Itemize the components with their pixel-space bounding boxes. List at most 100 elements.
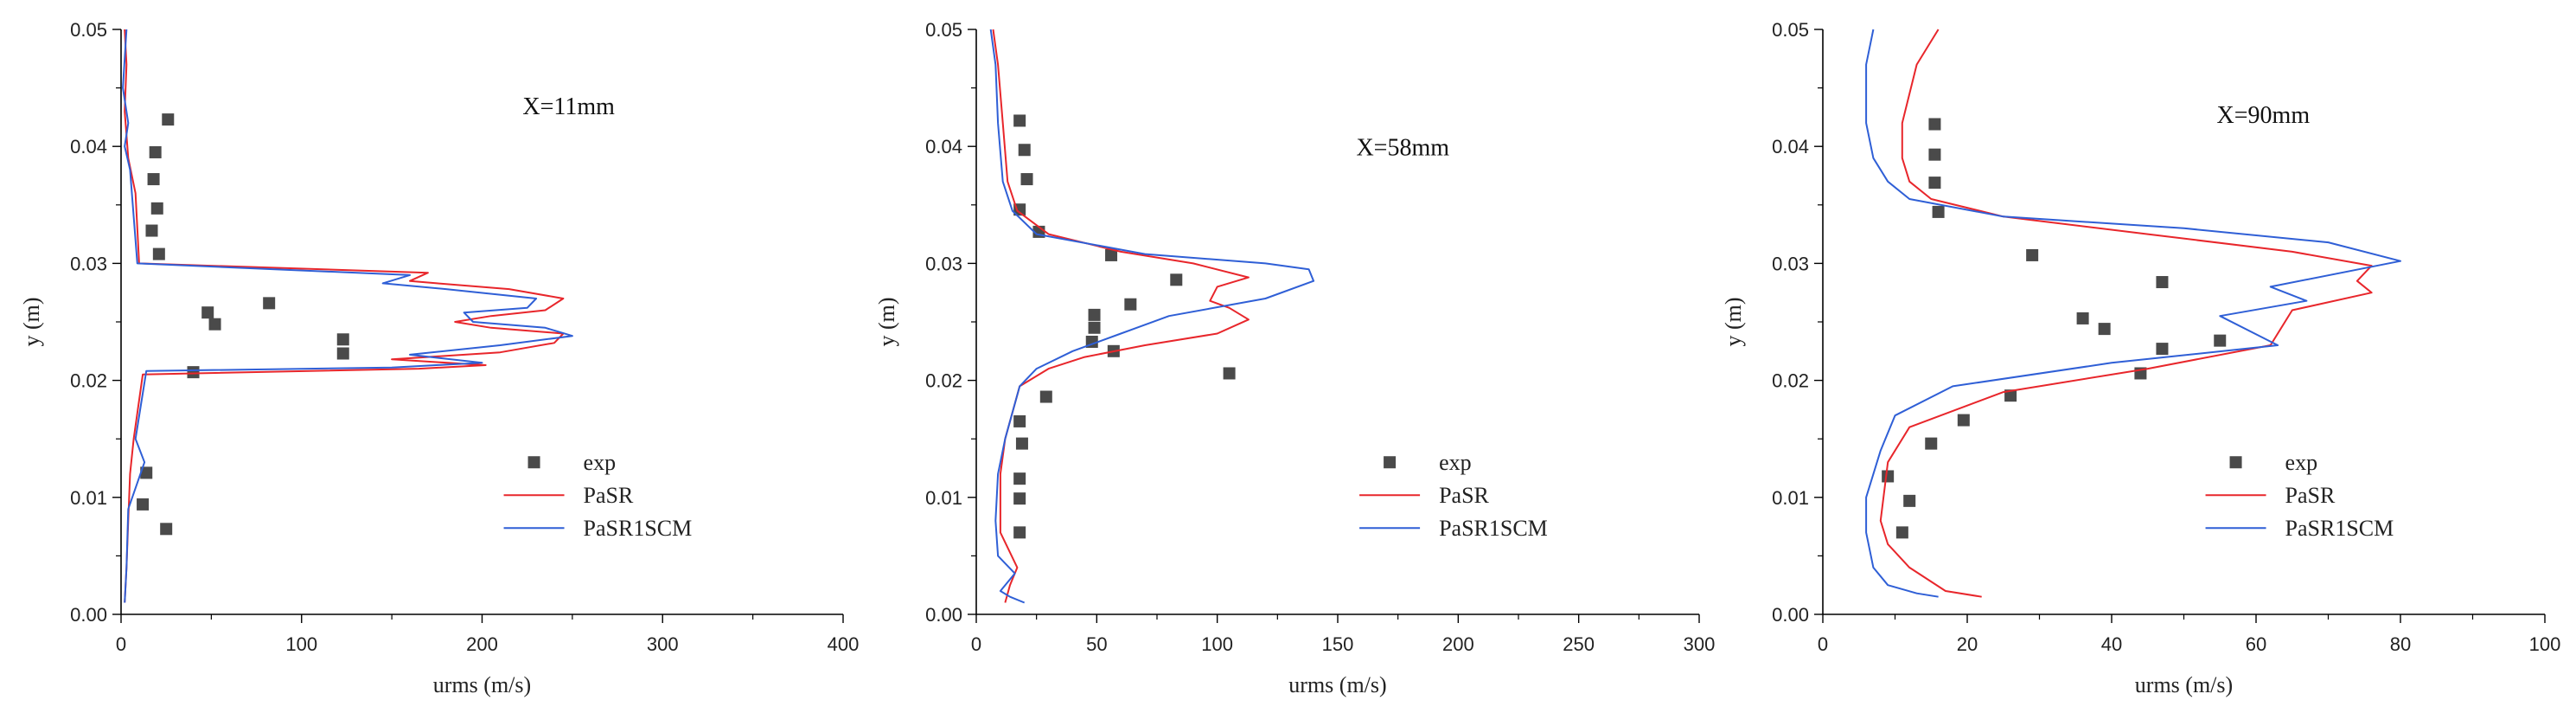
exp-data-point (137, 498, 150, 511)
exp-data-point (187, 366, 200, 379)
legend-label: exp (2285, 450, 2318, 475)
legend-label: PaSR (584, 483, 634, 508)
y-tick-label: 0.04 (925, 136, 962, 157)
y-tick-label: 0.00 (925, 604, 962, 626)
exp-data-point (145, 224, 158, 237)
exp-data-point (140, 466, 153, 479)
exp-data-point (2156, 276, 2169, 289)
exp-data-point (2214, 334, 2227, 347)
exp-data-point (2026, 248, 2039, 261)
exp-data-point (2156, 343, 2169, 356)
exp-data-point (1020, 173, 1033, 186)
exp-data-point (2076, 312, 2089, 324)
x-tick-label: 60 (2246, 633, 2266, 655)
x-tick-label: 50 (1086, 633, 1107, 655)
y-tick-label: 0.01 (925, 487, 962, 509)
x-axis-title: urms (m/s) (433, 672, 531, 697)
legend-label: PaSR (2285, 483, 2336, 508)
exp-data-point (1903, 494, 1916, 507)
x-tick-label: 80 (2390, 633, 2411, 655)
exp-data-point (1124, 298, 1137, 311)
exp-data-point (1013, 472, 1026, 485)
exp-data-point (1088, 321, 1101, 334)
x-tick-label: 0 (116, 633, 126, 655)
exp-data-point (1018, 144, 1031, 157)
x-tick-label: 100 (1201, 633, 1233, 655)
y-tick-label: 0.01 (1772, 487, 1809, 509)
legend: exp PaSR PaSR1SCM (503, 450, 693, 541)
legend-label: PaSR1SCM (2285, 516, 2394, 541)
chart-panel-2: 0 50 100 150 200 250 300 0.00 0.01 0.02 0.03 0.04 0.… (874, 19, 1715, 697)
exp-data-point (160, 523, 173, 536)
y-tick-label: 0.03 (925, 253, 962, 274)
y-axis-title: y (m) (874, 297, 899, 346)
exp-data-point (1105, 248, 1118, 261)
x-tick-label: 20 (1957, 633, 1978, 655)
exp-data-point (1928, 118, 1941, 131)
chart-panel-3: 0 20 40 60 80 100 0.00 0.01 0.02 0.03 0.04 0.05 urms… (1721, 19, 2560, 697)
exp-data-point (147, 173, 160, 186)
legend-label: PaSR1SCM (584, 516, 693, 541)
x-tick-label: 100 (2529, 633, 2561, 655)
y-tick-label: 0.00 (70, 604, 107, 626)
legend-label: PaSR1SCM (1439, 516, 1548, 541)
y-tick-label: 0.05 (1772, 19, 1809, 41)
x-tick-label: 150 (1322, 633, 1354, 655)
legend-label: exp (584, 450, 617, 475)
y-tick-label: 0.01 (70, 487, 107, 509)
x-tick-label: 300 (1684, 633, 1716, 655)
y-tick-label: 0.03 (1772, 253, 1809, 274)
x-tick-label: 200 (1442, 633, 1474, 655)
legend: exp PaSR PaSR1SCM (2205, 450, 2394, 541)
y-tick-label: 0.04 (1772, 136, 1809, 157)
exp-data-point (150, 202, 163, 215)
y-tick-label: 0.03 (70, 253, 107, 274)
y-tick-label: 0.05 (925, 19, 962, 41)
legend-label: PaSR (1439, 483, 1489, 508)
x-axis-title: urms (m/s) (1288, 672, 1386, 697)
series-line-pasr (992, 29, 1250, 603)
exp-data-point (1957, 414, 1970, 427)
exp-data-point (1013, 414, 1026, 427)
position-annotation: X=58mm (1356, 134, 1449, 161)
x-tick-label: 0 (971, 633, 981, 655)
exp-data-point (1223, 367, 1236, 380)
exp-data-point (1088, 308, 1101, 321)
exp-data-point (1170, 273, 1183, 286)
exp-data-point (1928, 177, 1941, 189)
legend-marker-exp (1384, 456, 1397, 469)
exp-data-point (1882, 470, 1895, 483)
y-tick-label: 0.04 (70, 136, 107, 157)
y-tick-label: 0.02 (70, 370, 107, 392)
series-line-pasr (1879, 29, 2373, 598)
exp-data-point (1039, 390, 1052, 403)
y-tick-label: 0.05 (70, 19, 107, 41)
position-annotation: X=11mm (522, 93, 615, 120)
exp-data-point (208, 318, 221, 331)
x-tick-label: 250 (1563, 633, 1595, 655)
chart-panel-1: 0 100 200 300 400 0.00 0.01 0.02 0.03 0.04 0.05 urm… (19, 19, 859, 697)
exp-data-point (336, 347, 349, 360)
exp-data-point (1928, 148, 1941, 161)
exp-data-point (201, 306, 214, 319)
exp-data-point (149, 145, 162, 158)
x-tick-label: 40 (2101, 633, 2122, 655)
exp-data-point (1015, 437, 1028, 450)
x-tick-label: 400 (828, 633, 860, 655)
exp-data-point (1925, 437, 1938, 450)
y-tick-label: 0.00 (1772, 604, 1809, 626)
exp-data-point (1932, 205, 1945, 218)
exp-data-point (263, 297, 276, 310)
exp-data-point (1013, 492, 1026, 505)
exp-data-point (1013, 526, 1026, 539)
legend: exp PaSR PaSR1SCM (1359, 450, 1548, 541)
legend-marker-exp (2229, 456, 2242, 469)
y-axis-title: y (m) (19, 297, 44, 346)
x-axis-title: urms (m/s) (2135, 672, 2233, 697)
x-tick-label: 200 (466, 633, 498, 655)
series-line-pasr1scm (989, 29, 1315, 604)
exp-data-point (2004, 389, 2017, 402)
legend-marker-exp (527, 456, 540, 469)
legend-label: exp (1439, 450, 1472, 475)
